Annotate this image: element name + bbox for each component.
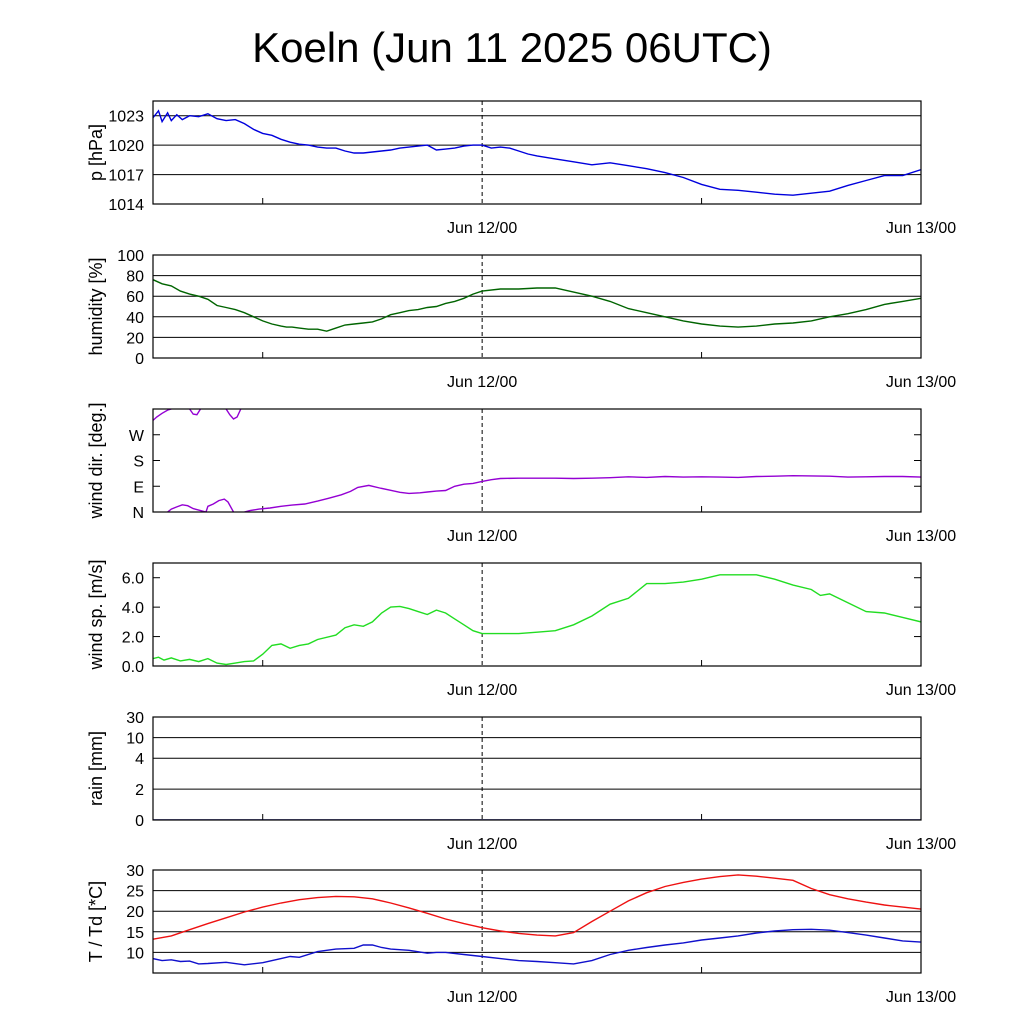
series-line-wind_dir [225, 409, 242, 420]
y-tick-label: 25 [126, 884, 144, 901]
series-line-wind_dir [189, 409, 202, 416]
y-tick-label: 1017 [108, 168, 144, 185]
x-tick-label: Jun 12/00 [447, 528, 517, 545]
y-tick-label: 30 [126, 863, 144, 880]
y-tick-label: S [133, 454, 144, 471]
x-tick-label: Jun 13/00 [886, 989, 956, 1006]
x-tick-label: Jun 13/00 [886, 374, 956, 391]
y-tick-label: 0.0 [122, 659, 144, 676]
y-axis-label: p [hPa] [86, 124, 106, 181]
chart-panel-4: 0.0 2.0 4.0 6.0 Jun 12/00 Jun 13/00 wind sp. [… [86, 559, 956, 699]
y-tick-label: 15 [126, 925, 144, 942]
plot-frame [152, 562, 922, 667]
x-tick-label: Jun 13/00 [886, 836, 956, 853]
y-tick-label: E [133, 479, 144, 496]
x-tick-label: Jun 13/00 [886, 528, 956, 545]
plot-frame [152, 254, 922, 359]
x-tick-label: Jun 12/00 [447, 989, 517, 1006]
series-line-wind_speed [153, 574, 921, 666]
y-axis-label: wind sp. [m/s] [86, 559, 106, 670]
y-tick-label: 0 [135, 351, 144, 368]
x-tick-label: Jun 12/00 [447, 374, 517, 391]
series-line-humidity [153, 279, 921, 332]
y-tick-label: 0 [135, 813, 144, 830]
y-tick-label: 1023 [108, 109, 144, 126]
series-line-wind_dir [153, 409, 172, 421]
series-line-wind_dir [244, 474, 921, 512]
series-line-temperature [153, 874, 921, 940]
y-tick-label: 100 [117, 248, 144, 265]
y-tick-label: 4.0 [122, 600, 144, 617]
y-tick-label: 10 [126, 945, 144, 962]
chart-title: Koeln (Jun 11 2025 06UTC) [252, 24, 772, 71]
series-line-dewpoint [153, 928, 921, 966]
plot-frame [152, 100, 922, 205]
y-tick-label: N [132, 505, 144, 522]
y-axis-label: T / Td [*C] [86, 881, 106, 962]
y-tick-label: 60 [126, 289, 144, 306]
y-tick-label: 1020 [108, 138, 144, 155]
y-tick-label: 2.0 [122, 630, 144, 647]
series-line-pressure [153, 109, 921, 196]
plot-frame [152, 716, 922, 821]
x-tick-label: Jun 13/00 [886, 220, 956, 237]
y-axis-label: wind dir. [deg.] [86, 402, 106, 519]
y-axis-label: rain [mm] [86, 731, 106, 806]
y-tick-label: 6.0 [122, 571, 144, 588]
series-line-wind_dir [167, 504, 207, 512]
x-tick-label: Jun 12/00 [447, 836, 517, 853]
chart-panel-2: 0 20 40 60 80 100 Jun 12/00 Jun 13/00 humidity [… [86, 248, 956, 391]
y-tick-label: 4 [135, 751, 144, 768]
x-tick-label: Jun 13/00 [886, 682, 956, 699]
y-tick-label: 40 [126, 310, 144, 327]
chart-panel-6: 10 15 20 25 30 Jun 12/00 Jun 13/00 T / Td [*C] [86, 863, 956, 1006]
series-line-wind_dir [205, 498, 235, 512]
plot-frame [152, 408, 922, 513]
chart-panel-1: 1014 1017 1020 1023 Jun 12/00 Jun 13/00 p [hPa… [86, 100, 956, 237]
y-tick-label: 2 [135, 782, 144, 799]
x-tick-label: Jun 12/00 [447, 220, 517, 237]
y-tick-label: 20 [126, 330, 144, 347]
chart-panel-5: 0 2 4 10 30 Jun 12/00 Jun 13/00 rain [mm] [86, 710, 956, 853]
y-tick-label: W [129, 428, 145, 445]
y-tick-label: 30 [126, 710, 144, 727]
y-tick-label: 80 [126, 269, 144, 286]
y-tick-label: 1014 [108, 197, 144, 214]
y-axis-label: humidity [%] [86, 257, 106, 355]
x-tick-label: Jun 12/00 [447, 682, 517, 699]
y-tick-label: 20 [126, 904, 144, 921]
plot-frame [152, 869, 922, 974]
y-tick-label: 10 [126, 731, 144, 748]
